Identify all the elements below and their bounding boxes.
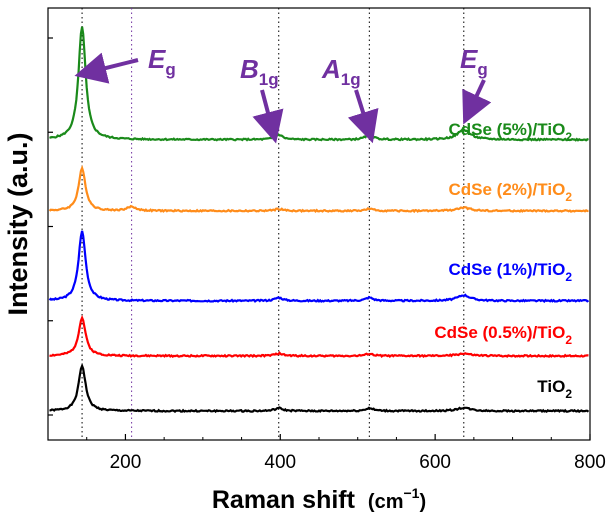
x-axis-title-main: Raman shift: [212, 486, 356, 514]
x-axis-unit-suffix: ): [419, 491, 426, 513]
annotation-arrow-A1g: [347, 89, 379, 144]
series-labels: TiO2 CdSe (0.5%)/TiO2 CdSe (1%)/TiO2 CdSe (…: [434, 120, 572, 401]
series-line-1: [49, 314, 589, 359]
plot-frame: [47, 7, 591, 441]
x-tick-label: 800: [574, 452, 606, 473]
annotation-arrow-B1g: [252, 89, 284, 144]
series-label-1: CdSe (0.5%)/TiO2: [434, 323, 572, 347]
series-line-4: [49, 26, 589, 142]
annotation-label-B1g: B1g: [240, 54, 279, 89]
mode-annotations: Eg B1g A1g Eg: [74, 44, 492, 144]
series-label-0: TiO2: [537, 377, 572, 401]
x-axis-unit-exp: −1: [403, 485, 419, 501]
series-line-0: [49, 362, 590, 414]
annotation-arrow-Eg-low: [74, 52, 139, 84]
annotation-label-Eg-low: Eg: [148, 44, 176, 79]
series-label-4: CdSe (5%)/TiO2: [448, 120, 572, 144]
series-label-3: CdSe (2%)/TiO2: [448, 180, 572, 204]
x-tick-label: 600: [419, 452, 451, 473]
y-axis-title: Intensity (a.u.): [3, 132, 33, 315]
x-axis-unit-prefix: (cm: [368, 491, 404, 513]
x-axis-ticks: 200 400 600 800: [86, 434, 606, 473]
annotation-label-Eg-high: Eg: [460, 44, 488, 79]
y-axis-ticks: [48, 37, 53, 416]
series-label-2: CdSe (1%)/TiO2: [448, 260, 572, 284]
series-line-2: [48, 230, 590, 304]
x-tick-label: 200: [110, 452, 142, 473]
series-layer: [48, 26, 590, 414]
x-axis-title: Raman shift (cm−1): [212, 485, 426, 514]
annotation-arrow-Eg-high: [462, 79, 492, 125]
x-tick-label: 400: [264, 452, 296, 473]
series-line-3: [48, 164, 589, 214]
annotation-label-A1g: A1g: [321, 54, 361, 89]
